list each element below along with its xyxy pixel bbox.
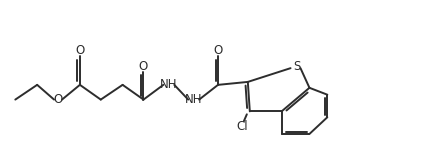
- Text: O: O: [139, 60, 148, 73]
- Text: NH: NH: [184, 93, 202, 106]
- Text: Cl: Cl: [236, 120, 248, 133]
- Text: O: O: [53, 93, 63, 106]
- Text: NH: NH: [160, 78, 177, 91]
- Text: O: O: [75, 44, 85, 57]
- Text: O: O: [213, 44, 223, 57]
- Text: S: S: [293, 60, 300, 73]
